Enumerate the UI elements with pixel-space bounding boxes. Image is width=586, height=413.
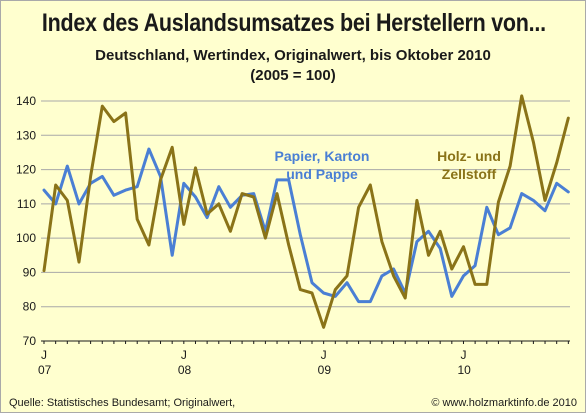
y-tick-label-100: 100 xyxy=(16,231,36,245)
series-line-papier xyxy=(42,147,570,304)
series-label-papier: und Pappe xyxy=(286,166,358,182)
copyright-note: © www.holzmarktinfo.de 2010 xyxy=(431,397,577,409)
y-tick-label-90: 90 xyxy=(23,265,37,279)
y-tick-label-80: 80 xyxy=(23,300,37,314)
series-label-papier: Papier, Karton xyxy=(275,148,370,164)
x-tick-label-month: J xyxy=(460,348,466,362)
x-tick-label-year: 10 xyxy=(457,363,471,377)
chart-base-note: (2005 = 100) xyxy=(250,67,336,84)
series-line-holz xyxy=(42,94,570,329)
y-tick-label-130: 130 xyxy=(16,128,36,142)
series-label-holz: Zellstoff xyxy=(442,166,497,182)
x-tick-label-year: 07 xyxy=(38,363,52,377)
chart-title: Index des Auslandsumsatzes bei Herstelle… xyxy=(41,9,546,37)
x-tick-label-year: 08 xyxy=(178,363,192,377)
y-tick-label-70: 70 xyxy=(23,334,37,348)
x-tick-label-month: J xyxy=(41,348,47,362)
source-note: Quelle: Statistisches Bundesamt; Origina… xyxy=(9,397,236,409)
y-tick-label-140: 140 xyxy=(16,94,36,108)
x-tick-label-month: J xyxy=(321,348,327,362)
y-tick-label-110: 110 xyxy=(17,197,36,211)
y-tick-label-120: 120 xyxy=(16,163,36,177)
chart-subtitle: Deutschland, Wertindex, Originalwert, bi… xyxy=(95,47,491,64)
x-tick-label-year: 09 xyxy=(318,363,332,377)
x-tick-label-month: J xyxy=(181,348,187,362)
series-label-holz: Holz- und xyxy=(437,148,501,164)
